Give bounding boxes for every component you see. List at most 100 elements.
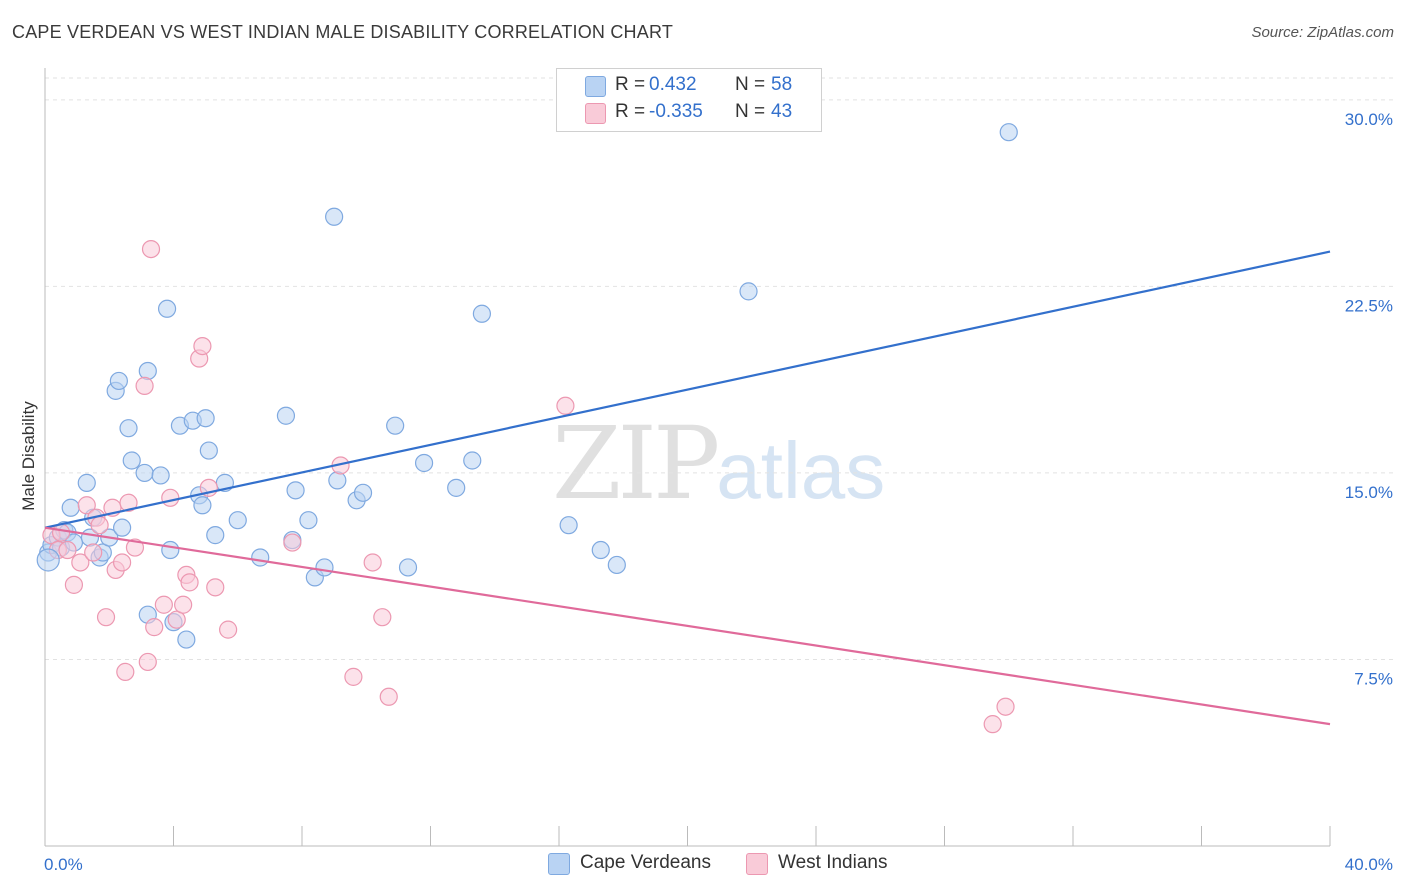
point-west-indian <box>51 523 71 542</box>
point-cape-verdean <box>739 282 758 301</box>
point-cape-verdean <box>325 207 344 226</box>
point-cape-verdean <box>177 630 196 649</box>
point-cape-verdean <box>999 123 1018 142</box>
point-west-indian <box>996 697 1015 716</box>
data-points <box>36 123 1018 734</box>
point-cape-verdean <box>463 451 482 470</box>
point-cape-verdean <box>228 511 247 530</box>
point-cape-verdean <box>414 453 434 473</box>
point-west-indian <box>96 608 116 627</box>
point-cape-verdean <box>206 526 225 545</box>
point-cape-verdean <box>251 548 270 567</box>
point-west-indian <box>64 575 84 594</box>
legend-r-label: R = <box>615 101 646 122</box>
point-west-indian <box>71 553 90 572</box>
legend-r-value: 0.432 <box>649 74 697 95</box>
point-cape-verdean <box>328 471 347 490</box>
point-cape-verdean <box>286 481 305 500</box>
legend-label: West Indians <box>778 852 888 873</box>
watermark: ZIPatlas <box>552 405 885 522</box>
y-tick-label: 30.0% <box>1345 110 1393 129</box>
x-tick-label-max: 40.0% <box>1345 855 1393 874</box>
point-cape-verdean <box>36 548 60 572</box>
point-cape-verdean <box>276 406 296 425</box>
x-tick-label-min: 0.0% <box>44 855 83 874</box>
point-west-indian <box>206 578 225 597</box>
legend-n-value: 43 <box>771 101 793 122</box>
trend-line-west-indians <box>44 526 1331 726</box>
trend-lines <box>44 250 1331 726</box>
point-west-indian <box>283 533 302 552</box>
point-west-indian <box>193 336 212 356</box>
point-west-indian <box>138 652 157 672</box>
point-cape-verdean <box>447 478 466 497</box>
stats-legend: R = 0.432 N = 58 R = -0.335 N = 43 <box>556 68 822 132</box>
point-west-indian <box>135 376 154 395</box>
point-west-indian <box>161 488 180 507</box>
point-cape-verdean <box>161 540 180 560</box>
point-cape-verdean <box>77 473 96 492</box>
point-cape-verdean <box>193 496 212 515</box>
point-cape-verdean <box>559 516 578 535</box>
y-tick-label: 15.0% <box>1345 483 1393 502</box>
point-cape-verdean <box>199 441 218 460</box>
y-tick-label: 22.5% <box>1345 296 1393 315</box>
legend-swatch-blue <box>548 853 570 875</box>
grid-lines <box>45 77 1393 660</box>
point-cape-verdean <box>135 463 154 483</box>
y-axis-label: Male Disability <box>19 401 38 511</box>
point-west-indian <box>145 618 164 637</box>
point-west-indian <box>174 595 193 614</box>
point-cape-verdean <box>398 558 418 577</box>
point-west-indian <box>125 538 145 557</box>
legend-label: Cape Verdeans <box>580 852 711 873</box>
point-cape-verdean <box>151 466 170 485</box>
source-label: Source: ZipAtlas.com <box>1251 24 1394 41</box>
point-cape-verdean <box>112 518 132 537</box>
point-west-indian <box>77 496 96 515</box>
point-cape-verdean <box>119 419 138 438</box>
point-cape-verdean <box>386 416 405 435</box>
legend-n-value: 58 <box>771 74 793 95</box>
chart-title: CAPE VERDEAN VS WEST INDIAN MALE DISABIL… <box>12 22 674 42</box>
point-cape-verdean <box>109 371 128 391</box>
point-cape-verdean <box>61 498 80 517</box>
point-west-indian <box>119 493 138 512</box>
watermark-atlas: atlas <box>716 426 886 515</box>
point-west-indian <box>373 608 392 627</box>
point-west-indian <box>219 620 238 639</box>
point-west-indian <box>983 715 1002 734</box>
point-cape-verdean <box>607 555 626 575</box>
point-west-indian <box>379 687 398 706</box>
point-west-indian <box>58 540 77 560</box>
legend-n-label: N = <box>735 101 766 122</box>
axes <box>44 68 1331 847</box>
point-west-indian <box>112 553 132 572</box>
legend-n-label: N = <box>735 74 766 95</box>
point-west-indian <box>90 516 109 535</box>
tick-labels: 7.5% 15.0% 22.5% 30.0% 0.0% 40.0% Male Disabil… <box>19 110 1393 874</box>
point-cape-verdean <box>157 299 177 318</box>
point-cape-verdean <box>315 558 334 577</box>
legend-r-label: R = <box>615 74 646 95</box>
y-tick-label: 7.5% <box>1354 669 1393 688</box>
point-cape-verdean <box>299 511 318 530</box>
point-west-indian <box>154 595 173 614</box>
legend-r-value: -0.335 <box>649 101 703 122</box>
point-west-indian <box>363 553 382 572</box>
point-west-indian <box>344 667 363 686</box>
point-cape-verdean <box>138 361 157 381</box>
legend-swatch-blue <box>585 76 606 97</box>
point-west-indian <box>116 662 135 682</box>
point-cape-verdean <box>196 409 215 428</box>
point-west-indian <box>556 396 575 415</box>
legend-swatch-pink <box>746 853 768 875</box>
trend-line-cape-verdeans <box>44 250 1331 529</box>
point-west-indian <box>180 573 199 592</box>
point-cape-verdean <box>122 451 141 470</box>
watermark-zip: ZIP <box>552 405 720 522</box>
point-west-indian <box>84 543 103 562</box>
point-cape-verdean <box>472 304 491 323</box>
point-west-indian <box>141 239 161 259</box>
